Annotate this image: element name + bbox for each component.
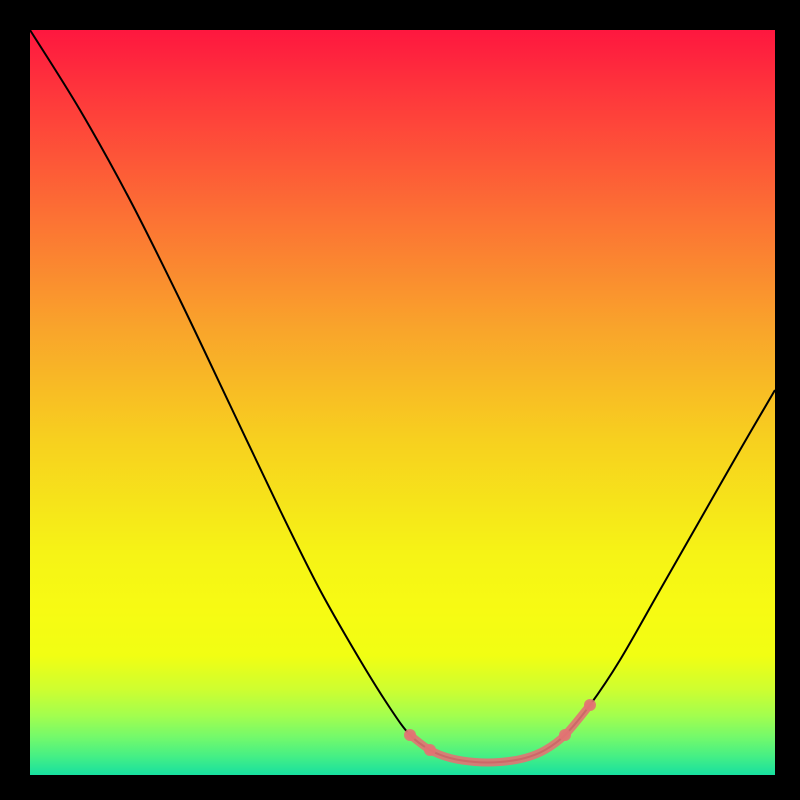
gradient-plot-area: [30, 30, 775, 775]
highlight-marker: [424, 744, 436, 756]
chart-svg: [0, 0, 800, 800]
highlight-marker: [559, 729, 571, 741]
highlight-marker: [584, 699, 596, 711]
highlight-marker: [404, 729, 416, 741]
chart-canvas: [0, 0, 800, 800]
